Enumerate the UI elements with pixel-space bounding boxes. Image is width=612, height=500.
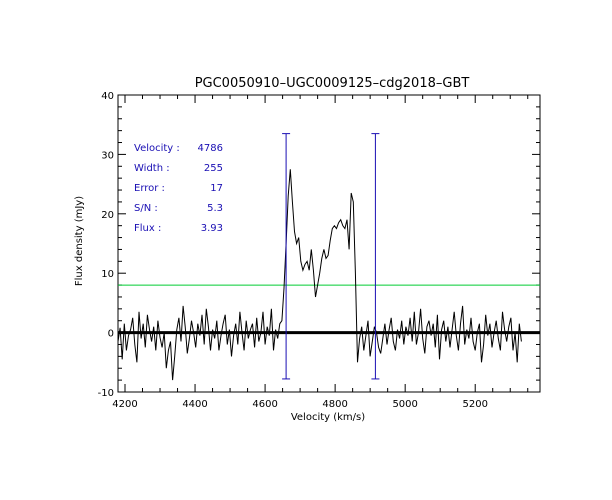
- annotation-label: Error :: [134, 183, 165, 194]
- x-tick-label: 4200: [112, 399, 137, 410]
- annotation-value: 17: [210, 183, 223, 194]
- annotation-value: 5.3: [207, 203, 223, 214]
- annotation-value: 255: [204, 163, 223, 174]
- x-tick-label: 4600: [252, 399, 277, 410]
- y-tick-label: 30: [101, 150, 114, 161]
- annotation-label: Velocity :: [134, 143, 180, 154]
- annotation-value: 4786: [198, 143, 223, 154]
- annotation-label: Flux :: [134, 223, 161, 234]
- plot-frame: [117, 94, 541, 393]
- x-tick-label: 4400: [182, 399, 207, 410]
- plot-area: 4200 4400 4600 4800 5000 5200 -10 0 10 20 30 40 Velo…: [98, 91, 541, 410]
- y-tick-label: -10: [98, 388, 114, 399]
- y-tick-label: 10: [101, 269, 114, 280]
- y-tick-label: 0: [108, 329, 114, 340]
- chart-title: PGC0050910–UGC0009125–cdg2018–GBT: [195, 76, 470, 91]
- y-axis-label: Flux density (mJy): [74, 196, 85, 286]
- x-axis-label: Velocity (km/s): [291, 412, 365, 423]
- x-tick-label: 5000: [392, 399, 417, 410]
- y-tick-label: 40: [101, 91, 114, 102]
- spectrum-line: [117, 169, 522, 381]
- x-tick-label: 4800: [322, 399, 347, 410]
- x-tick-label: 5200: [462, 399, 487, 410]
- y-tick-label: 20: [101, 210, 114, 221]
- annotation-label: S/N :: [134, 203, 158, 214]
- annotation-label: Width :: [134, 163, 170, 174]
- annotation-value: 3.93: [201, 223, 223, 234]
